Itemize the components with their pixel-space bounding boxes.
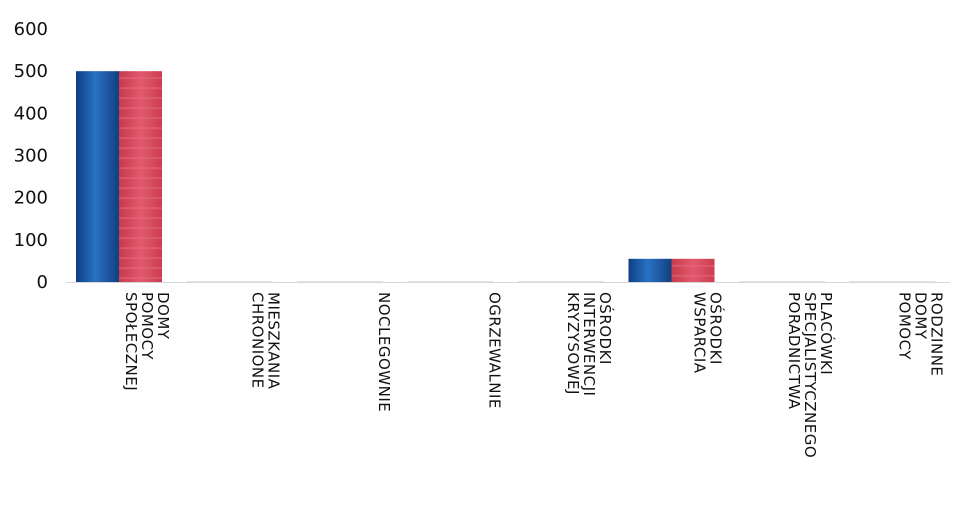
x-tick-label: PORADNICTWA bbox=[785, 292, 803, 410]
x-tick-label: OŚRODKI bbox=[707, 292, 726, 365]
x-tick-label: RODZINNE bbox=[928, 292, 946, 376]
bar-texture bbox=[119, 117, 162, 120]
bar-texture bbox=[119, 97, 162, 100]
y-tick-label: 0 bbox=[37, 272, 48, 293]
bar-texture bbox=[119, 187, 162, 190]
bar-texture bbox=[119, 77, 162, 80]
bar-texture bbox=[119, 177, 162, 180]
bar-series-1 bbox=[739, 281, 782, 282]
bar-texture bbox=[671, 274, 715, 277]
bar-texture bbox=[119, 247, 162, 250]
bar-texture bbox=[119, 157, 162, 160]
y-tick-label: 600 bbox=[14, 19, 48, 40]
bar-series-2 bbox=[892, 281, 936, 282]
bar-texture bbox=[119, 137, 162, 140]
bar-series-1 bbox=[628, 258, 672, 282]
bar-series-2 bbox=[229, 281, 273, 282]
bar-series-1 bbox=[186, 281, 230, 282]
x-tick-label: CHRONIONE bbox=[249, 292, 267, 389]
bar-texture bbox=[119, 227, 162, 230]
bar-texture bbox=[119, 147, 162, 150]
bar-texture bbox=[119, 127, 162, 130]
y-tick-label: 500 bbox=[14, 61, 48, 82]
bar-series-1 bbox=[297, 281, 340, 282]
y-tick-label: 400 bbox=[14, 103, 48, 124]
bars-layer bbox=[76, 71, 936, 283]
y-tick-label: 100 bbox=[14, 230, 48, 251]
x-tick-label: PLACÓWKI bbox=[817, 292, 836, 375]
bar-series-2 bbox=[450, 281, 494, 282]
bar-texture bbox=[671, 264, 715, 267]
bar-texture bbox=[119, 257, 162, 260]
x-tick-label: KRYZYSOWEJ bbox=[564, 292, 582, 395]
x-tick-label: WSPARCIA bbox=[691, 292, 709, 374]
x-tick-label: SPECJALISTYCZNEGO bbox=[801, 292, 819, 458]
bar-texture bbox=[119, 267, 162, 270]
bar-series-2 bbox=[782, 281, 825, 282]
bar-texture bbox=[119, 107, 162, 110]
bar-texture bbox=[119, 217, 162, 220]
bar-texture bbox=[119, 207, 162, 210]
bar-texture bbox=[119, 237, 162, 240]
x-tick-label: OŚRODKI bbox=[596, 292, 615, 365]
bar-texture bbox=[119, 277, 162, 280]
x-tick-label: MIESZKANIA bbox=[265, 292, 283, 390]
bar-series-1 bbox=[76, 71, 119, 283]
x-tick-label: DOMY bbox=[912, 292, 930, 340]
x-tick-label: INTERWENCJI bbox=[580, 292, 598, 396]
bar-series-2 bbox=[119, 71, 162, 283]
bar-series-2 bbox=[561, 281, 604, 282]
x-tick-label: POMOCY bbox=[896, 292, 914, 360]
y-tick-label: 300 bbox=[14, 146, 48, 167]
x-tick-label: OGRZEWALNIE bbox=[486, 292, 504, 409]
y-axis: 0 100 200 300 400 500 600 bbox=[14, 19, 48, 293]
bar-texture bbox=[119, 87, 162, 90]
x-tick-label: SPOŁECZNEJ bbox=[122, 292, 140, 391]
x-tick-label: DOMY bbox=[154, 292, 172, 340]
bar-texture bbox=[119, 197, 162, 200]
bar-texture bbox=[119, 167, 162, 170]
bar-series-2 bbox=[340, 281, 383, 282]
bar-series-1 bbox=[849, 281, 893, 282]
x-tick-label: POMOCY bbox=[138, 292, 156, 360]
bar-series-2 bbox=[671, 258, 715, 282]
bar-series-1 bbox=[407, 281, 451, 282]
x-tick-label: NOCLEGOWNIE bbox=[375, 292, 393, 412]
y-tick-label: 200 bbox=[14, 188, 48, 209]
bar-series-1 bbox=[518, 281, 561, 282]
